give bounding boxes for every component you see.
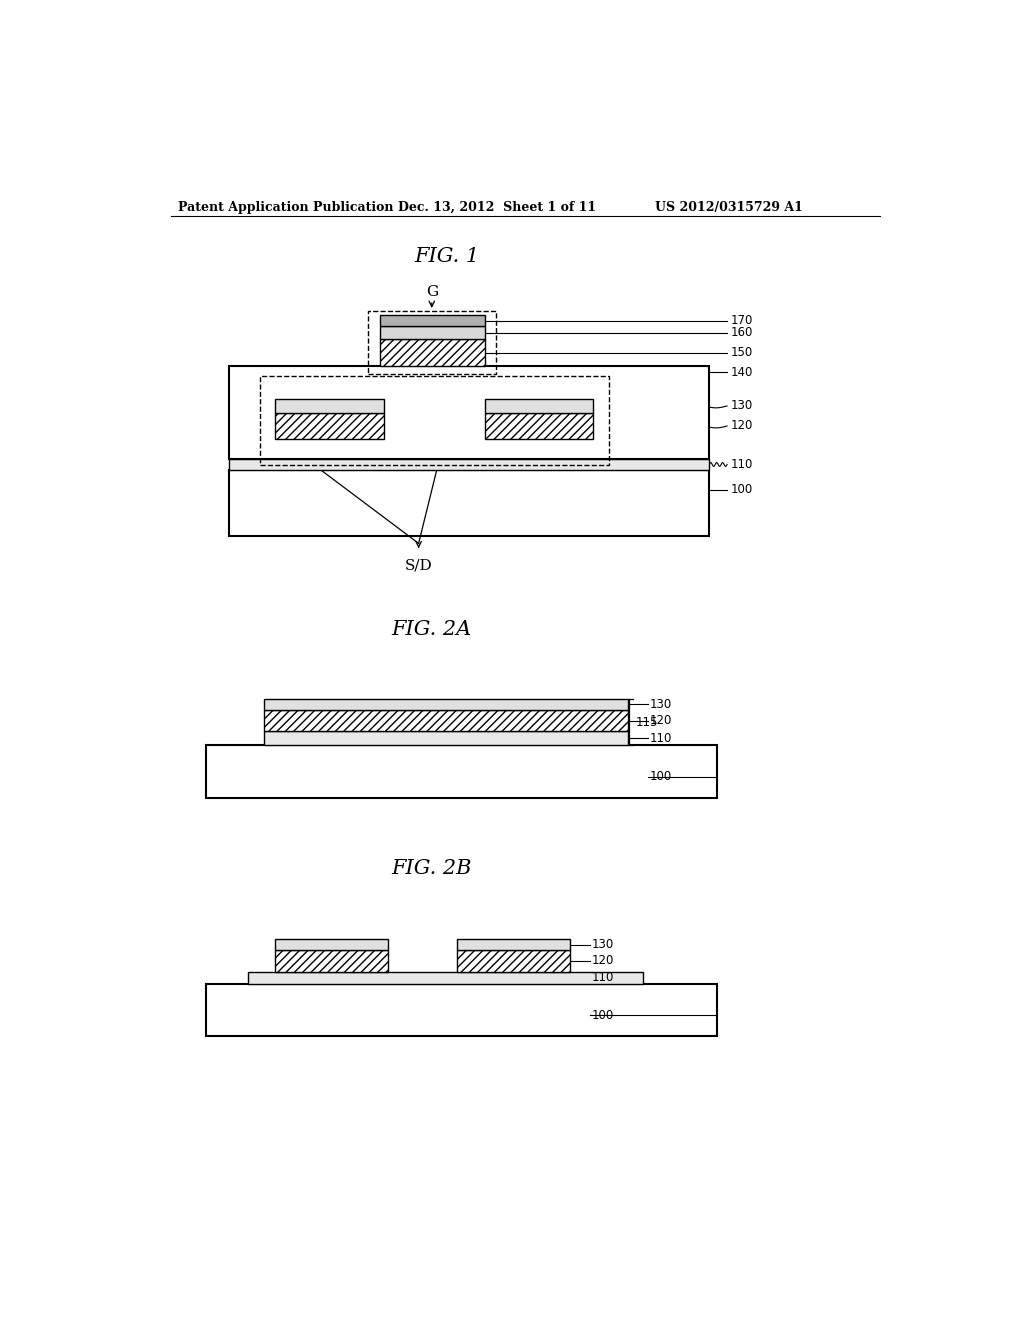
Text: Dec. 13, 2012  Sheet 1 of 11: Dec. 13, 2012 Sheet 1 of 11: [397, 201, 596, 214]
Text: 100: 100: [649, 770, 672, 783]
Text: 115: 115: [636, 715, 658, 729]
Bar: [369, 312, 496, 374]
Text: 130: 130: [649, 698, 672, 711]
Bar: [458, 950, 569, 972]
Bar: [206, 983, 717, 1036]
Bar: [380, 339, 484, 367]
Bar: [263, 731, 628, 744]
Text: US 2012/0315729 A1: US 2012/0315729 A1: [655, 201, 803, 214]
Text: 170: 170: [731, 314, 754, 327]
Bar: [380, 326, 484, 339]
Bar: [484, 412, 593, 440]
Text: S/D: S/D: [404, 558, 432, 573]
Text: 160: 160: [731, 326, 754, 339]
Bar: [228, 470, 710, 536]
Bar: [263, 700, 628, 710]
Bar: [206, 744, 717, 797]
Bar: [275, 940, 388, 950]
Bar: [260, 376, 608, 465]
Text: 130: 130: [592, 939, 613, 952]
Bar: [275, 412, 384, 440]
Bar: [275, 950, 388, 972]
Bar: [484, 400, 593, 412]
Bar: [263, 710, 628, 731]
Text: 130: 130: [731, 400, 754, 412]
Text: 110: 110: [592, 972, 613, 985]
Bar: [380, 315, 484, 326]
Text: 120: 120: [649, 714, 672, 727]
Text: 140: 140: [731, 366, 754, 379]
Text: 120: 120: [592, 954, 613, 968]
Text: FIG. 2B: FIG. 2B: [391, 859, 472, 878]
Text: Patent Application Publication: Patent Application Publication: [178, 201, 394, 214]
Bar: [248, 972, 643, 983]
Text: 100: 100: [592, 1008, 613, 1022]
Text: 110: 110: [649, 731, 672, 744]
Text: G: G: [426, 285, 438, 298]
Text: FIG. 1: FIG. 1: [415, 247, 480, 265]
Bar: [228, 459, 710, 470]
Text: FIG. 2A: FIG. 2A: [391, 620, 472, 639]
Text: 150: 150: [731, 346, 754, 359]
Bar: [228, 367, 710, 459]
Text: 110: 110: [731, 458, 754, 471]
Bar: [275, 400, 384, 412]
Bar: [458, 940, 569, 950]
Text: 100: 100: [731, 483, 754, 496]
Text: 120: 120: [731, 420, 754, 433]
